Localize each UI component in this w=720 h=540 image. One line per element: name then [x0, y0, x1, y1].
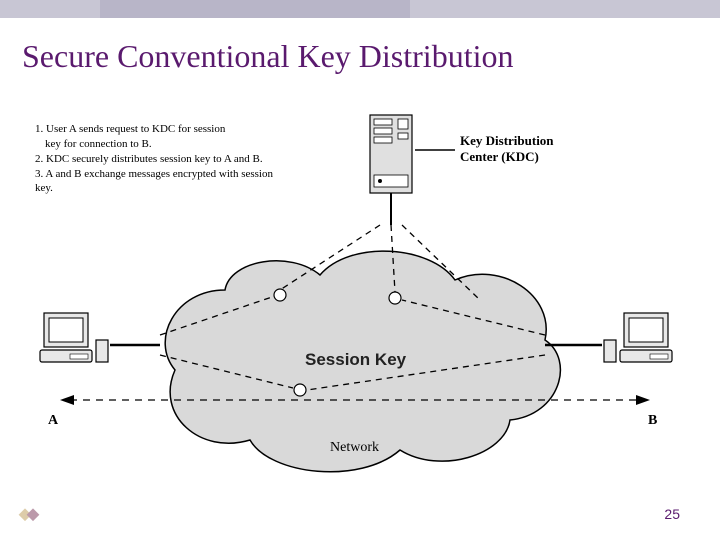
host-b-label: B	[648, 413, 657, 429]
host-a-icon	[40, 313, 108, 362]
accent-icon	[19, 508, 40, 521]
arrow-right	[636, 395, 650, 405]
kdc-label: Key Distribution Center (KDC)	[460, 133, 554, 165]
arrow-left	[60, 395, 74, 405]
marker-top	[389, 292, 401, 304]
kdc-label-line1: Key Distribution	[460, 133, 554, 149]
kdc-server-icon	[370, 115, 412, 193]
diagram-svg	[0, 0, 720, 540]
network-label: Network	[330, 440, 379, 456]
host-a-label: A	[48, 413, 58, 429]
session-key-label: Session Key	[305, 350, 406, 370]
marker-mid	[294, 384, 306, 396]
marker-left	[274, 289, 286, 301]
host-b-icon	[604, 313, 672, 362]
page-number: 25	[664, 506, 680, 522]
kdc-label-line2: Center (KDC)	[460, 149, 554, 165]
